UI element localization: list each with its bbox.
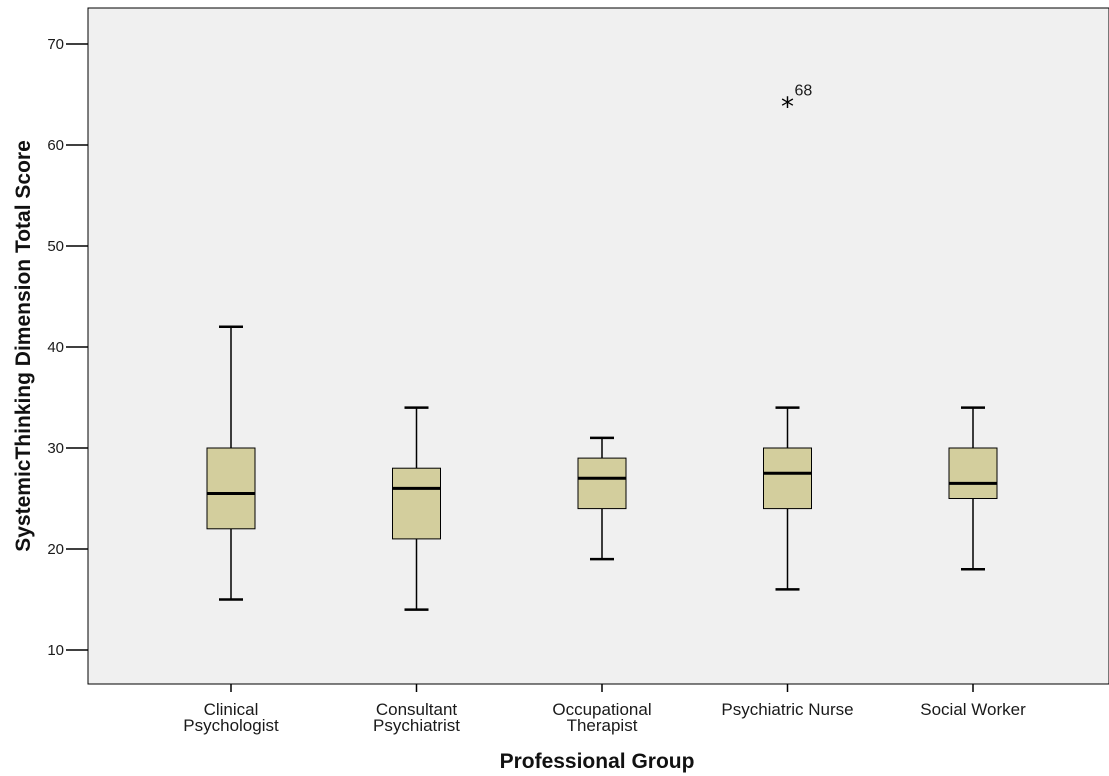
- box-group: [392, 406, 441, 611]
- outlier-marker: *: [781, 93, 794, 123]
- box-group: [948, 406, 998, 571]
- x-axis-title: Professional Group: [500, 750, 695, 773]
- y-tick-label: 40: [47, 339, 64, 356]
- x-tick-label: Therapist: [567, 716, 638, 735]
- box-group: *68: [763, 83, 813, 591]
- y-tick-label: 30: [47, 440, 64, 457]
- boxes: *68: [206, 83, 998, 611]
- iqr-box: [948, 447, 998, 499]
- iqr-box: [206, 447, 256, 530]
- y-tick-label: 70: [47, 36, 64, 53]
- y-tick-label: 50: [47, 238, 64, 255]
- x-tick-label: Psychiatric Nurse: [721, 700, 853, 719]
- y-tick-label: 60: [47, 137, 64, 154]
- x-tick-label: Consultant: [376, 700, 458, 719]
- x-tick-label: Social Worker: [920, 700, 1026, 719]
- y-axis: 10 20 30 40 50 60 70: [47, 36, 88, 659]
- outlier-label: 68: [795, 83, 813, 100]
- box-group: [206, 325, 256, 601]
- y-tick-label: 20: [47, 541, 64, 558]
- y-tick-label: 10: [47, 642, 64, 659]
- x-tick-label: Occupational: [552, 700, 651, 719]
- plot-area: [87, 7, 1109, 685]
- x-axis: ClinicalPsychologistConsultantPsychiatri…: [183, 684, 1026, 735]
- box-group: [577, 436, 627, 561]
- x-tick-label: Clinical: [204, 700, 259, 719]
- iqr-box: [392, 467, 441, 540]
- x-tick-label: Psychiatrist: [373, 716, 460, 735]
- iqr-box: [763, 447, 812, 510]
- iqr-box: [577, 457, 627, 510]
- y-axis-title: SystemicThinking Dimension Total Score: [12, 140, 35, 552]
- x-tick-label: Psychologist: [183, 716, 279, 735]
